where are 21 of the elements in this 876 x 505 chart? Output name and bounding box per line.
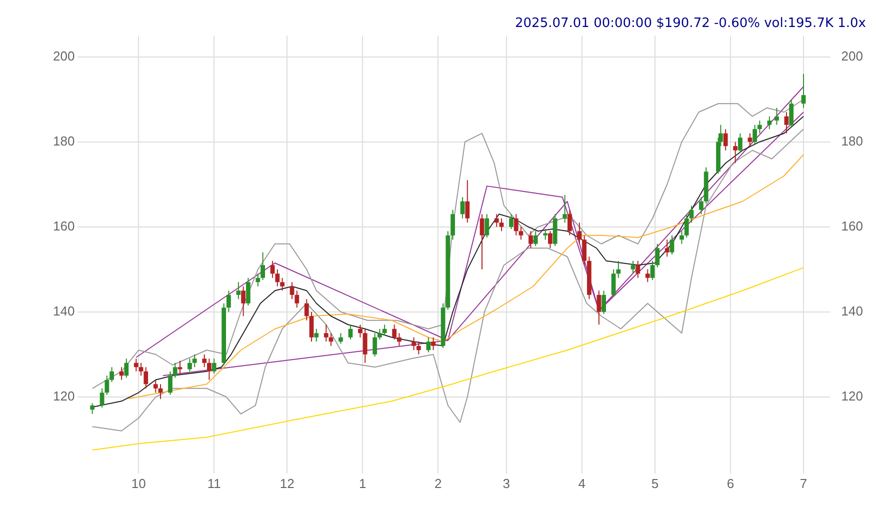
y-tick-label: 140 <box>52 303 75 318</box>
x-tick-label: 11 <box>207 476 221 491</box>
y2-tick-label: 140 <box>841 303 864 318</box>
y2-tick-label: 160 <box>841 218 864 234</box>
x-tick-label: 2 <box>434 476 442 491</box>
x-tick-label: 7 <box>800 476 808 491</box>
x-tick-label: 1 <box>359 476 366 491</box>
y2-tick-label: 180 <box>841 133 864 148</box>
y-tick-label: 180 <box>52 133 75 148</box>
x-tick-label: 12 <box>280 476 294 491</box>
x-tick-label: 10 <box>131 476 146 491</box>
y-tick-label: 200 <box>52 48 75 64</box>
y2-tick-label: 200 <box>841 48 864 64</box>
x-tick-label: 3 <box>502 476 510 491</box>
chart-title: 2025.07.01 00:00:00 $190.72 -0.60% vol:195.7K 1.0x <box>515 16 866 32</box>
x-tick-label: 5 <box>651 476 659 491</box>
y-tick-label: 120 <box>52 388 75 404</box>
y-tick-label: 160 <box>52 218 75 234</box>
x-tick-label: 6 <box>726 476 734 491</box>
y2-tick-label: 120 <box>841 388 864 404</box>
x-tick-label: 4 <box>578 476 586 491</box>
